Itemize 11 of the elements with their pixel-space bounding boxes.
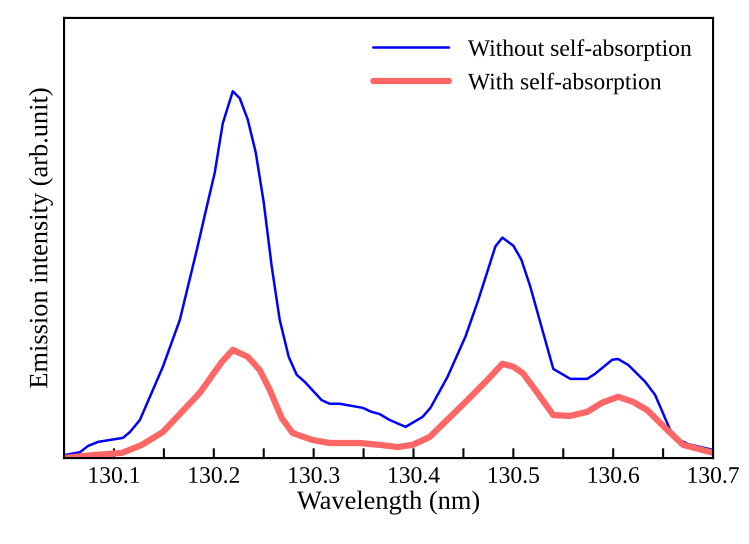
- x-tick-label: 130.4: [389, 467, 440, 484]
- x-tick-label: 130.5: [488, 467, 539, 484]
- y-axis-title: Emission intensity (arb.unit): [28, 88, 53, 388]
- legend-label: Without self-absorption: [468, 39, 692, 61]
- x-axis-title: Wavelength (nm): [296, 490, 480, 515]
- x-tick-label: 130.1: [89, 467, 140, 484]
- x-tick-label: 130.2: [189, 467, 240, 484]
- legend-label: With self-absorption: [468, 72, 662, 94]
- x-tick-label: 130.3: [289, 467, 340, 484]
- x-tick-label: 130.7: [688, 467, 739, 484]
- x-tick-label: 130.6: [588, 467, 640, 484]
